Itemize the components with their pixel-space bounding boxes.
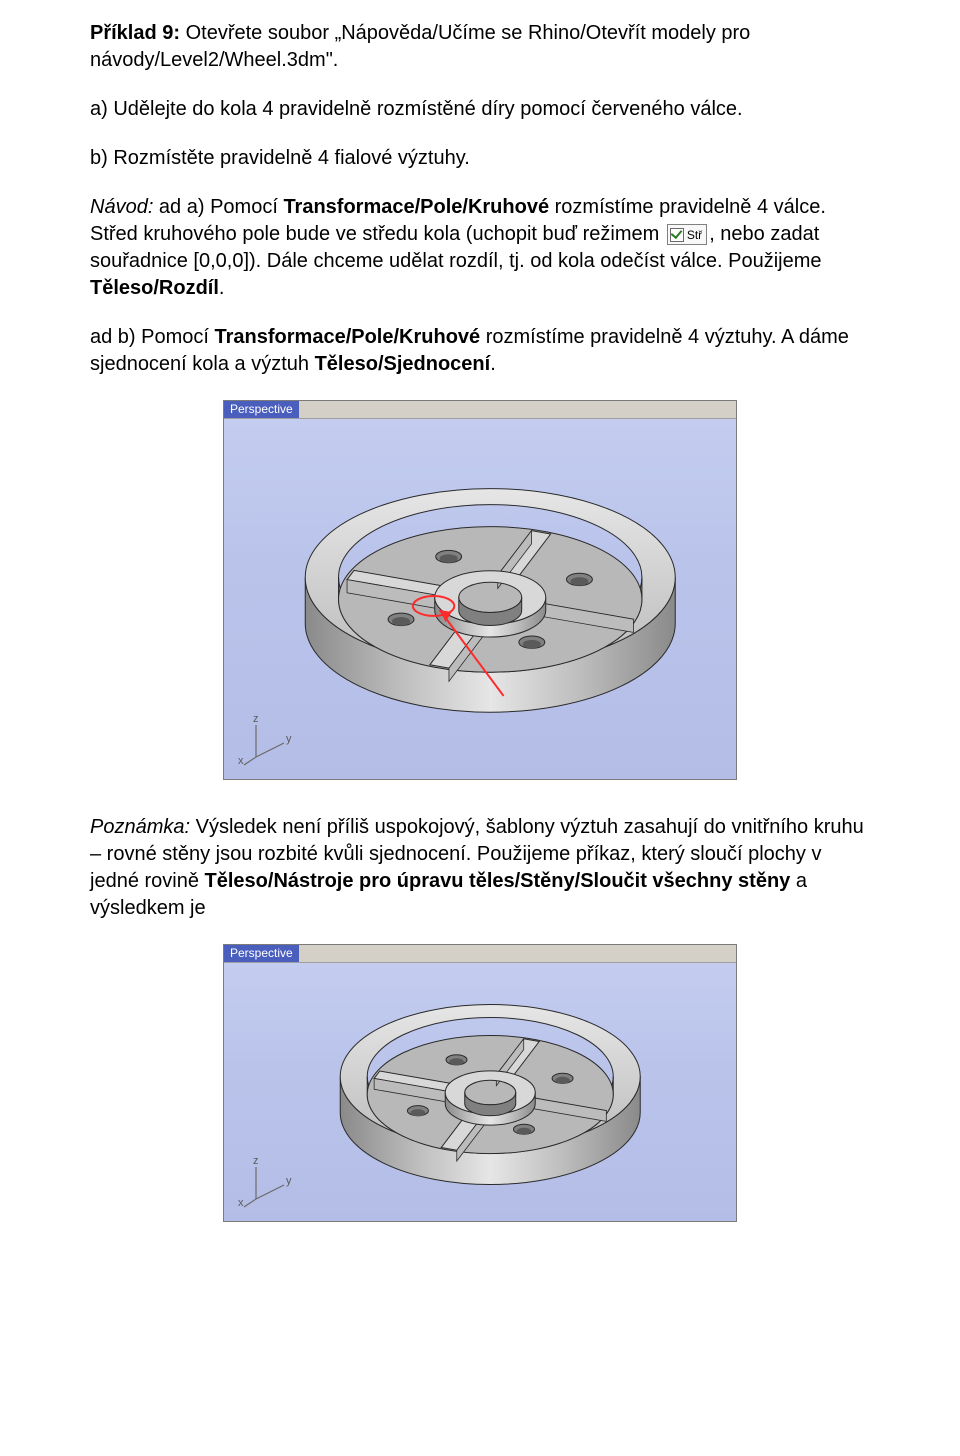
viewport-2-titlebar: Perspective xyxy=(224,945,736,963)
guide-b-b2: Těleso/Sjednocení xyxy=(315,353,491,375)
guide-b-t3: . xyxy=(490,353,496,375)
example-number: Příklad 9: xyxy=(90,22,180,44)
osnap-center-label: Stř xyxy=(687,227,702,243)
note: Poznámka: Výsledek není příliš uspokojov… xyxy=(90,814,870,922)
axis-z-label: z xyxy=(253,713,259,725)
viewport-1: Perspective z y x xyxy=(223,400,737,780)
guide-a-t1: ad a) Pomocí xyxy=(153,196,283,218)
note-prefix: Poznámka: xyxy=(90,816,190,838)
axis-x-label: x xyxy=(238,1197,244,1209)
axis-icon xyxy=(242,1159,302,1209)
guide-a-t4: . xyxy=(219,277,225,299)
axis-y-label: y xyxy=(286,1175,292,1187)
viewport-2: Perspective z y x xyxy=(223,944,737,1222)
viewport-1-tab[interactable]: Perspective xyxy=(224,401,299,418)
guide-b-t1: ad b) Pomocí xyxy=(90,326,215,348)
guide-a: Návod: ad a) Pomocí Transformace/Pole/Kr… xyxy=(90,194,870,302)
axis-gizmo-2: z y x xyxy=(242,1159,302,1209)
axis-icon xyxy=(242,717,302,767)
axis-y-label: y xyxy=(286,733,292,745)
guide-b: ad b) Pomocí Transformace/Pole/Kruhové r… xyxy=(90,324,870,378)
osnap-center-checkbox[interactable]: Stř xyxy=(667,224,707,245)
note-b1: Těleso/Nástroje pro úpravu těles/Stěny/S… xyxy=(205,870,791,892)
viewport-2-canvas: z y x xyxy=(224,963,736,1221)
viewport-1-titlebar: Perspective xyxy=(224,401,736,419)
example-intro: Příklad 9: Otevřete soubor „Nápověda/Učí… xyxy=(90,20,870,74)
viewport-1-canvas: z y x xyxy=(224,419,736,779)
axis-x-label: x xyxy=(238,755,244,767)
task-b: b) Rozmístěte pravidelně 4 fialové výztu… xyxy=(90,145,870,172)
guide-a-b1: Transformace/Pole/Kruhové xyxy=(283,196,549,218)
check-icon xyxy=(670,228,684,242)
guide-b-b1: Transformace/Pole/Kruhové xyxy=(215,326,481,348)
axis-z-label: z xyxy=(253,1155,259,1167)
task-a: a) Udělejte do kola 4 pravidelně rozmíst… xyxy=(90,96,870,123)
guide-prefix: Návod: xyxy=(90,196,153,218)
guide-a-b2: Těleso/Rozdíl xyxy=(90,277,219,299)
example-intro-text: Otevřete soubor „Nápověda/Učíme se Rhino… xyxy=(90,22,750,71)
axis-gizmo-1: z y x xyxy=(242,717,302,767)
viewport-2-tab[interactable]: Perspective xyxy=(224,945,299,962)
